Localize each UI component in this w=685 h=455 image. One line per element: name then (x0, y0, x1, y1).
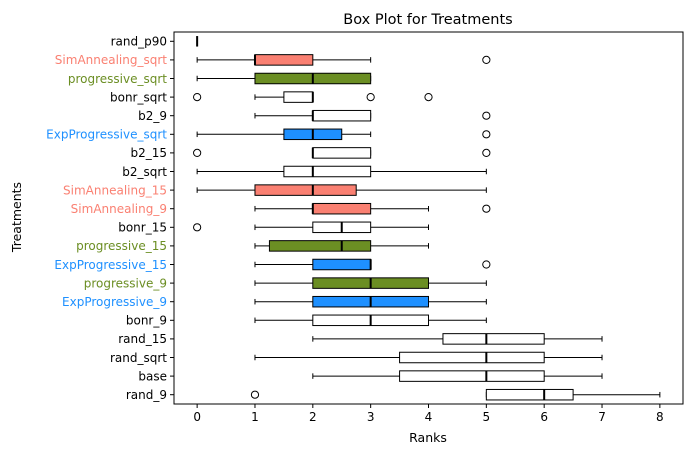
x-tick-label: 2 (309, 410, 317, 424)
outlier-point (366, 93, 375, 102)
y-tick-label-progressive_9: progressive_9 (84, 276, 167, 290)
outlier-point (482, 204, 491, 213)
box-b2_15 (193, 147, 491, 159)
y-tick-label-progressive_15: progressive_15 (76, 239, 167, 253)
axes-frame (173, 31, 684, 405)
box-b2_9 (254, 109, 491, 122)
box-rand_15 (312, 333, 603, 345)
outlier-point (193, 148, 202, 157)
x-tick-label: 3 (367, 410, 375, 424)
y-tick-label-bonr_9: bonr_9 (126, 314, 167, 328)
iqr-box (312, 109, 372, 122)
outlier-point (482, 148, 491, 157)
iqr-box (399, 370, 545, 382)
box-ExpProgressive_15 (254, 258, 491, 271)
box-base (312, 370, 603, 382)
outlier-point (424, 93, 433, 102)
plot-area (193, 36, 661, 401)
iqr-box (254, 54, 314, 66)
outlier-point (193, 93, 202, 102)
y-tick-label-ExpProgressive_sqrt: ExpProgressive_sqrt (46, 128, 167, 142)
box-SimAnnealing_9 (254, 202, 491, 215)
y-tick-label-progressive_sqrt: progressive_sqrt (68, 72, 167, 86)
iqr-box (312, 147, 372, 159)
outlier-point (482, 111, 491, 120)
y-tick-label-rand_15: rand_15 (118, 332, 167, 346)
box-bonr_9 (254, 314, 487, 327)
box-SimAnnealing_sqrt (196, 54, 491, 66)
y-tick-label-rand_p90: rand_p90 (111, 35, 167, 49)
box-ExpProgressive_sqrt (196, 128, 491, 141)
box-progressive_15 (254, 240, 429, 252)
x-tick-label: 8 (656, 410, 664, 424)
outlier-point (482, 260, 491, 269)
y-tick-label-SimAnnealing_9: SimAnnealing_9 (71, 202, 167, 216)
x-tick-label: 5 (483, 410, 491, 424)
box-progressive_sqrt (196, 72, 372, 85)
box-rand_sqrt (254, 351, 603, 364)
y-tick-label-ExpProgressive_9: ExpProgressive_9 (62, 295, 167, 309)
iqr-box (254, 184, 357, 196)
y-tick-label-rand_sqrt: rand_sqrt (110, 351, 167, 365)
x-tick-label: 7 (598, 410, 606, 424)
y-tick-label-bonr_sqrt: bonr_sqrt (110, 90, 167, 104)
y-tick-label-bonr_15: bonr_15 (118, 221, 167, 235)
box-ExpProgressive_9 (254, 295, 487, 308)
y-tick-label-b2_sqrt: b2_sqrt (122, 165, 167, 179)
y-tick-label-b2_15: b2_15 (130, 146, 167, 160)
outlier-point (250, 390, 260, 399)
y-axis: rand_p90 SimAnnealing_sqrt progressive_sqr… (46, 35, 174, 402)
box-b2_sqrt (196, 165, 487, 178)
box-SimAnnealing_15 (196, 184, 487, 196)
x-tick-label: 4 (425, 410, 433, 424)
iqr-box (283, 91, 314, 103)
box-progressive_9 (254, 277, 487, 289)
y-tick-label-base: base (138, 369, 167, 383)
outlier-point (193, 223, 202, 232)
outlier-point (482, 55, 491, 65)
box-bonr_sqrt (193, 91, 433, 103)
x-tick-label: 6 (540, 410, 548, 424)
x-axis: 0 1 2 3 4 5 6 7 8 (193, 404, 664, 424)
y-axis-label: Treatments (9, 182, 24, 253)
x-axis-label: Ranks (409, 430, 447, 445)
iqr-box (283, 165, 372, 178)
y-tick-label-rand_9: rand_9 (126, 388, 167, 402)
y-tick-label-b2_9: b2_9 (138, 109, 167, 123)
x-tick-label: 1 (251, 410, 259, 424)
y-tick-label-SimAnnealing_sqrt: SimAnnealing_sqrt (55, 53, 167, 67)
iqr-box (442, 333, 545, 345)
iqr-box (312, 258, 372, 271)
x-tick-label: 0 (193, 410, 201, 424)
outlier-point (482, 130, 491, 139)
iqr-box (312, 202, 372, 215)
box-rand_9 (250, 388, 661, 401)
box-bonr_15 (193, 221, 429, 234)
iqr-box (485, 388, 574, 401)
iqr-box (268, 240, 372, 252)
chart-title: Box Plot for Treatments (343, 12, 512, 28)
y-tick-label-SimAnnealing_15: SimAnnealing_15 (63, 183, 167, 197)
iqr-box (399, 351, 545, 364)
y-tick-label-ExpProgressive_15: ExpProgressive_15 (54, 258, 167, 272)
